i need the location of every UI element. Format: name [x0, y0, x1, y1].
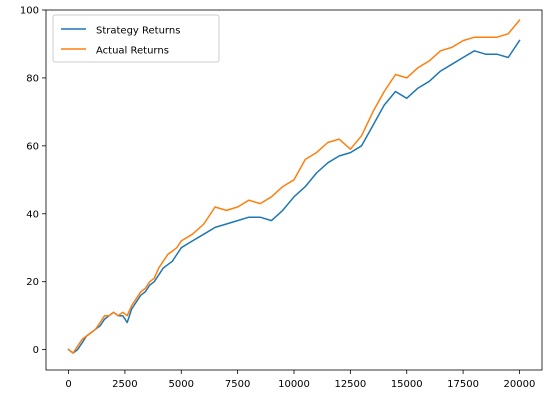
x-tick-label: 0 [65, 379, 71, 390]
y-tick-label: 40 [26, 209, 39, 220]
y-tick-label: 80 [26, 73, 39, 84]
y-axis: 0 20 40 60 80 100 [20, 6, 46, 356]
x-tick-label: 15000 [391, 379, 423, 390]
series-line-strategy-returns [67, 39, 521, 354]
y-tick-label: 0 [33, 345, 39, 356]
x-tick-label: 10000 [278, 379, 310, 390]
legend: Strategy Returns Actual Returns [52, 14, 220, 63]
y-tick-label: 60 [26, 141, 39, 152]
x-tick-label: 12500 [334, 379, 366, 390]
legend-frame [52, 14, 220, 63]
y-tick-label: 100 [20, 6, 39, 17]
x-tick-label: 7500 [225, 379, 250, 390]
plot-area [67, 19, 521, 354]
legend-label: Actual Returns [96, 46, 169, 57]
x-tick-label: 20000 [504, 379, 536, 390]
x-tick-label: 2500 [112, 379, 137, 390]
y-tick-label: 20 [26, 277, 39, 288]
legend-label: Strategy Returns [96, 26, 180, 37]
x-axis: 0 2500 5000 7500 10000 12500 15000 17500 20000 [65, 370, 535, 390]
series-line-actual-returns [67, 19, 521, 354]
x-tick-label: 5000 [169, 379, 194, 390]
x-tick-label: 17500 [447, 379, 479, 390]
